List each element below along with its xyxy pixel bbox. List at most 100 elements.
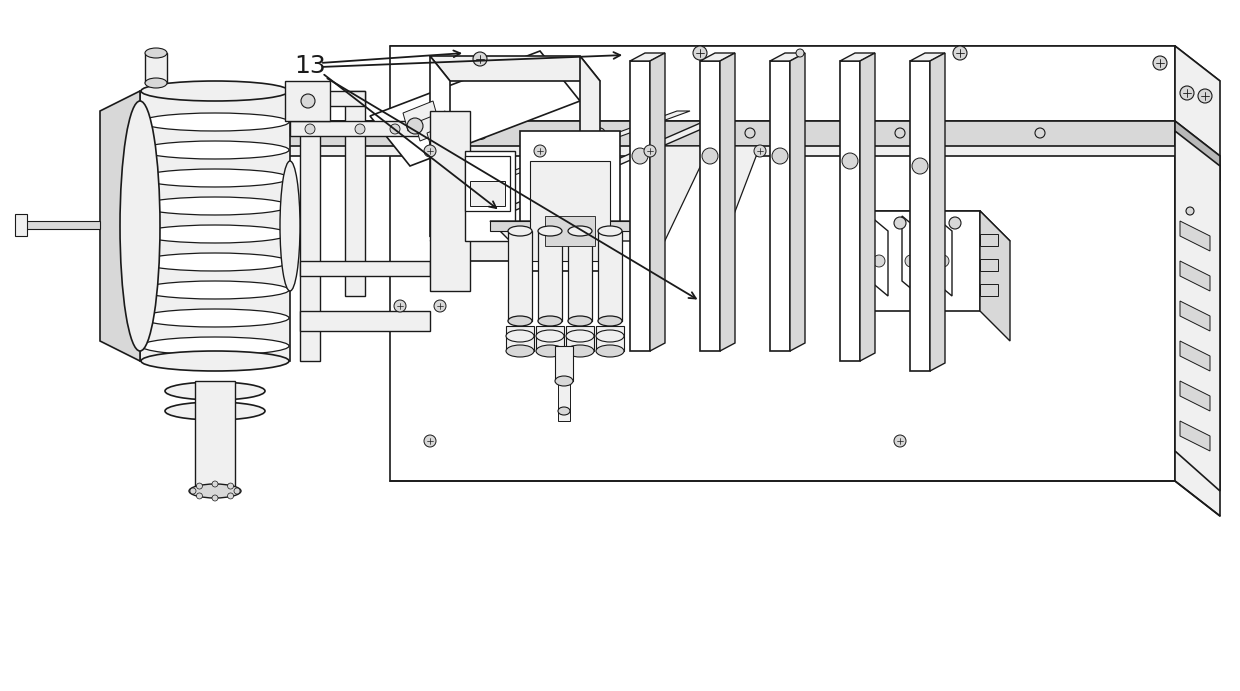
Polygon shape (520, 131, 620, 271)
Ellipse shape (508, 226, 532, 236)
Circle shape (954, 46, 967, 60)
Polygon shape (465, 151, 515, 241)
Polygon shape (870, 216, 888, 296)
Circle shape (632, 148, 649, 164)
Polygon shape (790, 53, 805, 351)
Bar (506, 326, 534, 351)
Bar (565, 326, 594, 351)
Polygon shape (300, 261, 430, 276)
Circle shape (196, 483, 202, 489)
Polygon shape (391, 76, 565, 156)
Ellipse shape (474, 133, 486, 140)
Circle shape (911, 158, 928, 174)
Circle shape (894, 217, 906, 229)
Polygon shape (930, 53, 945, 371)
Polygon shape (770, 61, 790, 351)
Ellipse shape (280, 161, 300, 291)
Text: 13: 13 (294, 54, 326, 78)
Circle shape (301, 94, 315, 108)
Polygon shape (415, 111, 450, 141)
Ellipse shape (188, 484, 241, 498)
Bar (20, 221, 100, 229)
Polygon shape (980, 211, 1011, 341)
Polygon shape (100, 91, 140, 361)
Ellipse shape (565, 330, 594, 342)
Ellipse shape (141, 253, 289, 271)
Circle shape (1035, 128, 1045, 138)
Bar (980, 284, 998, 296)
Polygon shape (630, 61, 650, 351)
Ellipse shape (568, 226, 591, 236)
Polygon shape (1180, 301, 1210, 331)
Polygon shape (861, 211, 980, 311)
Polygon shape (430, 111, 470, 291)
Polygon shape (701, 146, 760, 251)
Ellipse shape (141, 81, 289, 101)
Circle shape (472, 52, 487, 66)
Polygon shape (910, 53, 945, 61)
Circle shape (434, 300, 446, 312)
Circle shape (1198, 89, 1211, 103)
Circle shape (228, 483, 233, 489)
Circle shape (534, 145, 546, 157)
Ellipse shape (508, 316, 532, 326)
Ellipse shape (165, 382, 265, 400)
Bar (598, 231, 622, 321)
Ellipse shape (596, 345, 624, 357)
Ellipse shape (565, 345, 594, 357)
Circle shape (407, 118, 423, 134)
Ellipse shape (141, 309, 289, 327)
Bar (15, 214, 27, 236)
Circle shape (190, 488, 196, 494)
Polygon shape (910, 61, 930, 371)
Polygon shape (290, 121, 430, 136)
Polygon shape (839, 61, 861, 361)
Ellipse shape (598, 226, 622, 236)
Polygon shape (934, 216, 952, 296)
Circle shape (949, 217, 961, 229)
Ellipse shape (558, 407, 570, 415)
Polygon shape (430, 56, 450, 261)
Polygon shape (285, 81, 330, 121)
Polygon shape (300, 311, 430, 331)
Bar (980, 259, 998, 271)
Polygon shape (300, 91, 365, 106)
Ellipse shape (554, 133, 565, 140)
Ellipse shape (556, 376, 573, 386)
Polygon shape (1180, 221, 1210, 251)
Bar (556, 346, 573, 381)
Polygon shape (427, 121, 463, 151)
Circle shape (1185, 207, 1194, 215)
Circle shape (212, 495, 218, 501)
Polygon shape (1176, 131, 1220, 491)
Polygon shape (370, 51, 580, 166)
Ellipse shape (538, 316, 562, 326)
Circle shape (873, 255, 885, 267)
Polygon shape (701, 61, 720, 351)
Circle shape (894, 435, 906, 447)
Ellipse shape (141, 169, 289, 187)
Polygon shape (430, 56, 600, 81)
Ellipse shape (506, 345, 534, 357)
Polygon shape (140, 91, 290, 361)
Circle shape (234, 488, 241, 494)
Ellipse shape (145, 78, 167, 88)
Ellipse shape (634, 133, 646, 140)
Circle shape (905, 255, 918, 267)
Polygon shape (701, 53, 735, 61)
Polygon shape (430, 121, 720, 241)
Bar (596, 326, 624, 351)
Circle shape (305, 124, 315, 134)
Ellipse shape (165, 402, 265, 420)
Polygon shape (1176, 46, 1220, 516)
Ellipse shape (506, 330, 534, 342)
Bar (536, 326, 564, 351)
Polygon shape (391, 46, 1176, 481)
Circle shape (842, 153, 858, 169)
Ellipse shape (141, 351, 289, 371)
Polygon shape (640, 146, 711, 251)
Circle shape (196, 493, 202, 499)
Polygon shape (770, 53, 805, 61)
Circle shape (455, 128, 465, 138)
Polygon shape (1180, 261, 1210, 291)
